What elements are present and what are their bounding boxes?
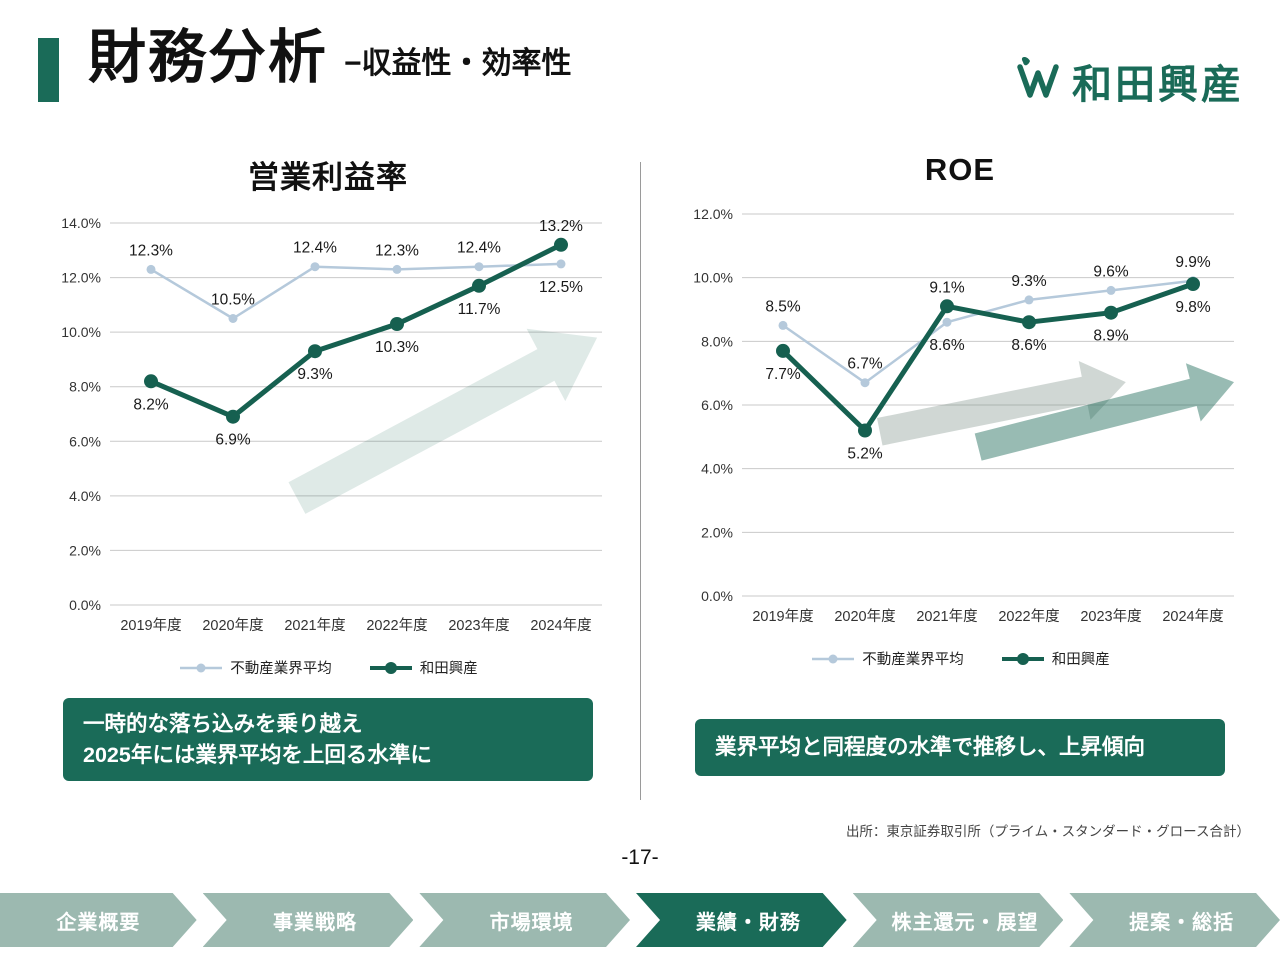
svg-text:9.3%: 9.3%: [1011, 273, 1047, 290]
svg-text:6.7%: 6.7%: [847, 356, 883, 373]
svg-text:14.0%: 14.0%: [61, 215, 101, 231]
legend-label: 不動産業界平均: [230, 661, 332, 677]
svg-text:10.5%: 10.5%: [211, 292, 255, 309]
operating-margin-legend: 不動産業界平均 和田興産: [178, 657, 478, 678]
svg-text:10.0%: 10.0%: [693, 270, 733, 286]
svg-text:9.6%: 9.6%: [1093, 263, 1129, 280]
svg-text:9.9%: 9.9%: [1175, 254, 1211, 271]
roe-panel: ROE 0.0% 2.0% 4.0% 6.0% 8.0% 10.0% 12.0% 2019年度…: [660, 152, 1260, 776]
roe-legend: 不動産業界平均 和田興産: [810, 648, 1110, 669]
legend-label: 不動産業界平均: [862, 652, 964, 668]
nav-tab-company-overview[interactable]: 企業概要: [0, 893, 197, 947]
operating-margin-title: 営業利益率: [248, 160, 408, 195]
vertical-divider: [640, 162, 641, 800]
svg-text:2023年度: 2023年度: [448, 617, 509, 634]
svg-text:8.5%: 8.5%: [765, 298, 801, 315]
svg-text:12.3%: 12.3%: [129, 242, 173, 259]
svg-text:2024年度: 2024年度: [530, 617, 591, 634]
svg-text:7.7%: 7.7%: [765, 366, 801, 383]
svg-text:2.0%: 2.0%: [701, 524, 733, 540]
svg-text:12.0%: 12.0%: [61, 270, 101, 286]
callout-line: 一時的な落ち込みを乗り越え: [83, 712, 363, 736]
legend-label: 和田興産: [419, 661, 478, 677]
svg-text:4.0%: 4.0%: [701, 461, 733, 477]
nav-tab-shareholder-returns[interactable]: 株主還元・展望: [853, 893, 1064, 947]
legend-item: 不動産業界平均: [810, 648, 964, 669]
svg-text:12.4%: 12.4%: [457, 240, 501, 257]
svg-text:13.2%: 13.2%: [539, 218, 583, 235]
section-nav: 企業概要 事業戦略 市場環境 業績・財務 株主還元・展望 提案・総括: [0, 893, 1280, 947]
svg-text:11.7%: 11.7%: [458, 301, 501, 318]
svg-text:12.4%: 12.4%: [293, 240, 337, 257]
svg-text:2021年度: 2021年度: [284, 617, 345, 634]
page-subtitle: −収益性・効率性: [344, 46, 572, 80]
svg-text:2021年度: 2021年度: [916, 608, 977, 625]
svg-text:4.0%: 4.0%: [69, 488, 101, 504]
svg-text:12.5%: 12.5%: [539, 279, 583, 296]
svg-text:8.6%: 8.6%: [1011, 337, 1047, 354]
svg-text:2020年度: 2020年度: [834, 608, 895, 625]
svg-text:2024年度: 2024年度: [1162, 608, 1223, 625]
svg-text:2023年度: 2023年度: [1080, 608, 1141, 625]
callout-line: 2025年には業界平均を上回る水準に: [83, 742, 432, 767]
svg-text:2019年度: 2019年度: [752, 608, 813, 625]
source-note: 出所：東京証券取引所（プライム・スタンダード・グロース合計）: [845, 824, 1250, 839]
nav-tab-results-finance[interactable]: 業績・財務: [636, 893, 847, 947]
svg-text:9.3%: 9.3%: [297, 366, 333, 383]
svg-text:6.9%: 6.9%: [215, 432, 251, 449]
operating-margin-callout: 一時的な落ち込みを乗り越え 2025年には業界平均を上回る水準に: [63, 698, 593, 782]
svg-text:12.3%: 12.3%: [375, 242, 419, 259]
svg-text:2020年度: 2020年度: [202, 617, 263, 634]
page-title: 財務分析: [88, 25, 329, 90]
svg-text:9.1%: 9.1%: [929, 279, 965, 296]
svg-text:10.3%: 10.3%: [375, 339, 419, 356]
nav-tab-proposal-summary[interactable]: 提案・総括: [1069, 893, 1280, 947]
header-accent-bar: [38, 38, 59, 102]
roe-title: ROE: [924, 152, 996, 187]
svg-text:8.0%: 8.0%: [701, 333, 733, 349]
svg-text:5.2%: 5.2%: [847, 445, 883, 462]
svg-text:8.0%: 8.0%: [69, 379, 101, 395]
logo-text: 和田興産: [1072, 63, 1244, 107]
svg-text:2022年度: 2022年度: [998, 608, 1059, 625]
svg-text:8.6%: 8.6%: [929, 337, 965, 354]
legend-label: 和田興産: [1051, 652, 1110, 668]
svg-text:2.0%: 2.0%: [69, 542, 101, 558]
svg-text:2022年度: 2022年度: [366, 617, 427, 634]
nav-tab-business-strategy[interactable]: 事業戦略: [203, 893, 414, 947]
page-number: -17-: [621, 846, 659, 869]
svg-text:8.9%: 8.9%: [1093, 328, 1129, 345]
svg-text:6.0%: 6.0%: [69, 433, 101, 449]
operating-margin-chart: 0.0% 2.0% 4.0% 6.0% 8.0% 10.0% 12.0% 14.0% 2019年…: [61, 215, 602, 634]
operating-margin-panel: 営業利益率 0.0% 2.0% 4.0% 6.0% 8.0% 10.0% 12.0% 14.0…: [28, 152, 628, 782]
svg-text:12.0%: 12.0%: [693, 206, 733, 222]
svg-text:6.0%: 6.0%: [701, 397, 733, 413]
svg-text:2019年度: 2019年度: [120, 617, 181, 634]
svg-text:0.0%: 0.0%: [701, 588, 733, 604]
roe-chart: 0.0% 2.0% 4.0% 6.0% 8.0% 10.0% 12.0% 2019年度 2020…: [693, 206, 1234, 625]
legend-item: 和田興産: [1000, 648, 1110, 669]
svg-text:10.0%: 10.0%: [61, 324, 101, 340]
legend-item: 和田興産: [368, 657, 478, 678]
legend-item: 不動産業界平均: [178, 657, 332, 678]
svg-text:9.8%: 9.8%: [1175, 299, 1211, 316]
svg-text:8.2%: 8.2%: [133, 396, 169, 413]
nav-tab-market-environment[interactable]: 市場環境: [419, 893, 630, 947]
company-logo: 和田興産: [1014, 52, 1244, 110]
logo-w-icon: [1014, 56, 1062, 106]
roe-callout: 業界平均と同程度の水準で推移し、上昇傾向: [695, 719, 1225, 776]
page-header: 財務分析 −収益性・効率性: [88, 26, 572, 90]
callout-line: 業界平均と同程度の水準で推移し、上昇傾向: [715, 735, 1146, 759]
svg-text:0.0%: 0.0%: [69, 597, 101, 613]
